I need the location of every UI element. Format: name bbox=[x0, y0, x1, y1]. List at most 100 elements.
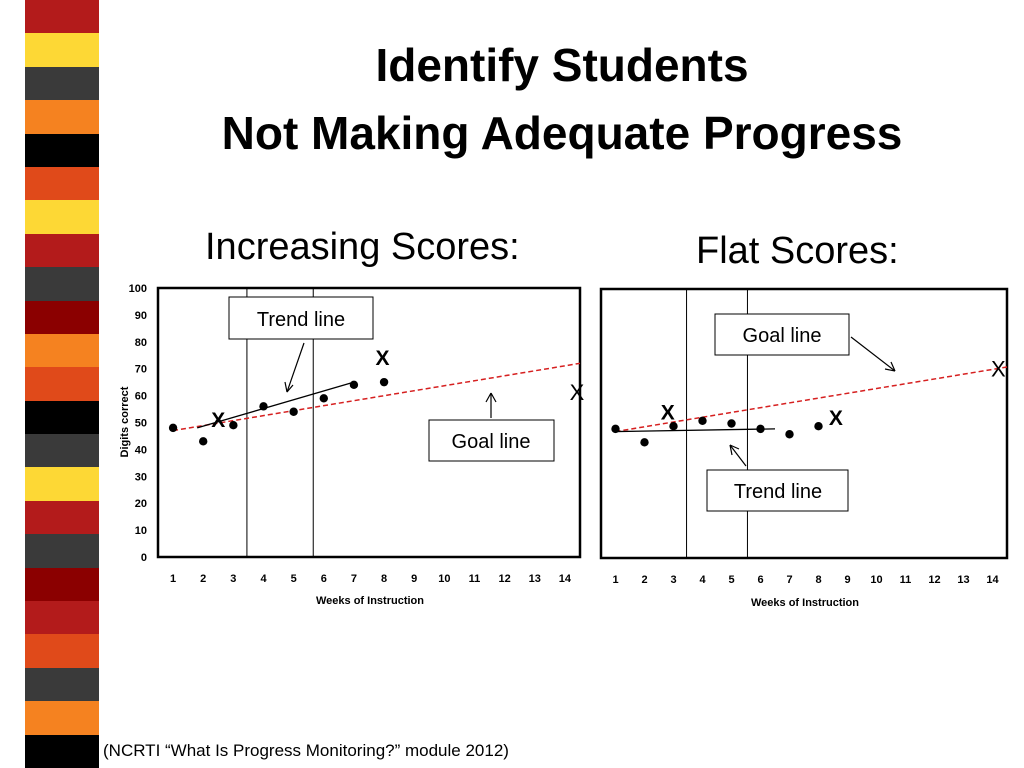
chart-2-trend-line-callout: Trend line bbox=[734, 481, 822, 503]
chart-1-trend-line-callout-box bbox=[228, 296, 374, 340]
chart-1-goal-line bbox=[172, 362, 581, 432]
chart-2-x-axis-label: Weeks of Instruction bbox=[751, 597, 859, 609]
chart-1-goal-arrowhead bbox=[485, 392, 497, 403]
x-tick-label: 4 bbox=[699, 574, 706, 586]
chart-2-trend-arrow bbox=[729, 444, 747, 467]
stripe-segment bbox=[25, 367, 99, 401]
x-tick-label: 4 bbox=[260, 573, 267, 585]
y-tick-label: 30 bbox=[135, 471, 147, 483]
x-marker: X bbox=[661, 402, 675, 425]
x-tick-label: 11 bbox=[900, 574, 912, 586]
stripe-segment bbox=[25, 534, 99, 568]
x-marker: X bbox=[376, 347, 390, 370]
x-tick-label: 3 bbox=[230, 573, 236, 585]
x-tick-label: 14 bbox=[986, 574, 999, 586]
stripe-segment bbox=[25, 233, 99, 268]
stripe-segment bbox=[25, 701, 99, 735]
stripe-segment bbox=[25, 300, 99, 334]
data-point bbox=[727, 419, 736, 428]
x-tick-label: 10 bbox=[870, 574, 882, 586]
x-tick-label: 10 bbox=[438, 573, 450, 585]
slide-title-line-1: Identify Students bbox=[375, 39, 749, 91]
stripe-segment bbox=[25, 634, 99, 668]
y-tick-label: 50 bbox=[135, 418, 147, 430]
x-tick-label: 5 bbox=[291, 573, 297, 585]
data-point bbox=[199, 437, 208, 446]
data-point bbox=[611, 424, 620, 434]
y-tick-label: 100 bbox=[129, 283, 147, 295]
chart-1-trend-line bbox=[197, 381, 355, 429]
stripe-segment bbox=[25, 0, 99, 34]
stripe-segment bbox=[25, 500, 99, 535]
stripe-segment bbox=[25, 166, 99, 201]
y-tick-label: 10 bbox=[135, 525, 147, 537]
decorative-stripe-bar bbox=[25, 0, 99, 768]
x-marker: X bbox=[991, 357, 1006, 382]
data-point bbox=[168, 423, 178, 433]
x-tick-label: 14 bbox=[559, 573, 572, 585]
citation: (NCRTI “What Is Progress Monitoring?” mo… bbox=[103, 741, 509, 760]
x-tick-label: 7 bbox=[786, 574, 792, 586]
data-point bbox=[814, 421, 823, 431]
chart-2-goal-arrowhead bbox=[884, 361, 896, 372]
x-tick-label: 6 bbox=[321, 573, 327, 585]
data-point bbox=[669, 421, 678, 431]
chart-2-goal-line-callout-box bbox=[714, 313, 850, 356]
x-tick-label: 5 bbox=[728, 574, 734, 586]
stripe-segment bbox=[25, 333, 99, 368]
slide-title-line-2: Not Making Adequate Progress bbox=[221, 107, 903, 159]
chart-2-trend-line bbox=[615, 428, 776, 433]
data-point bbox=[349, 380, 359, 390]
chart-1-goal-line-callout-box bbox=[428, 419, 555, 462]
x-tick-label: 2 bbox=[641, 574, 647, 586]
stripe-segment bbox=[25, 734, 99, 768]
y-tick-label: 90 bbox=[135, 310, 147, 322]
chart-1-title: Increasing Scores: bbox=[205, 226, 520, 268]
x-tick-label: 9 bbox=[844, 574, 850, 586]
data-point bbox=[379, 377, 389, 387]
stripe-segment bbox=[25, 133, 99, 167]
chart-2-goal-line-callout: Goal line bbox=[743, 325, 822, 347]
chart-1-goal-line-callout: Goal line bbox=[452, 431, 531, 453]
chart-1-trend-line-callout: Trend line bbox=[257, 309, 345, 331]
y-tick-label: 70 bbox=[135, 364, 147, 376]
x-tick-label: 13 bbox=[529, 573, 541, 585]
x-tick-label: 3 bbox=[670, 574, 676, 586]
x-tick-label: 7 bbox=[351, 573, 357, 585]
x-tick-label: 1 bbox=[612, 574, 618, 586]
stripe-segment bbox=[25, 567, 99, 602]
x-tick-label: 12 bbox=[499, 573, 511, 585]
data-point bbox=[756, 424, 765, 434]
chart-1-y-axis-label: Digits correct bbox=[119, 386, 131, 457]
chart-2-title: Flat Scores: bbox=[696, 230, 899, 272]
x-tick-label: 13 bbox=[957, 574, 969, 586]
x-tick-label: 6 bbox=[757, 574, 763, 586]
chart-1-trend-arrow bbox=[286, 342, 305, 393]
x-tick-label: 8 bbox=[381, 573, 387, 585]
data-point bbox=[259, 402, 268, 411]
data-point bbox=[785, 430, 794, 439]
stripe-segment bbox=[25, 667, 99, 702]
data-point bbox=[698, 416, 707, 426]
chart-2-plot-frame bbox=[599, 287, 1009, 560]
stripe-segment bbox=[25, 200, 99, 234]
stripe-segment bbox=[25, 100, 99, 134]
chart-2-goal-line bbox=[615, 366, 1008, 433]
chart-2-trend-line-callout-box bbox=[706, 469, 849, 512]
data-point bbox=[289, 407, 298, 416]
y-tick-label: 40 bbox=[135, 444, 147, 456]
stripe-segment bbox=[25, 467, 99, 501]
stripe-segment bbox=[25, 267, 99, 301]
stripe-segment bbox=[25, 601, 99, 635]
chart-1-x-axis-label: Weeks of Instruction bbox=[316, 595, 424, 607]
chart-1-trend-arrowhead bbox=[284, 381, 294, 393]
data-point bbox=[319, 394, 328, 403]
chart-1-plot-frame bbox=[156, 286, 582, 559]
x-tick-label: 11 bbox=[469, 573, 481, 585]
data-point bbox=[640, 438, 649, 447]
chart-2-trend-arrowhead bbox=[729, 444, 740, 456]
y-tick-label: 20 bbox=[135, 498, 147, 510]
x-tick-label: 9 bbox=[411, 573, 417, 585]
